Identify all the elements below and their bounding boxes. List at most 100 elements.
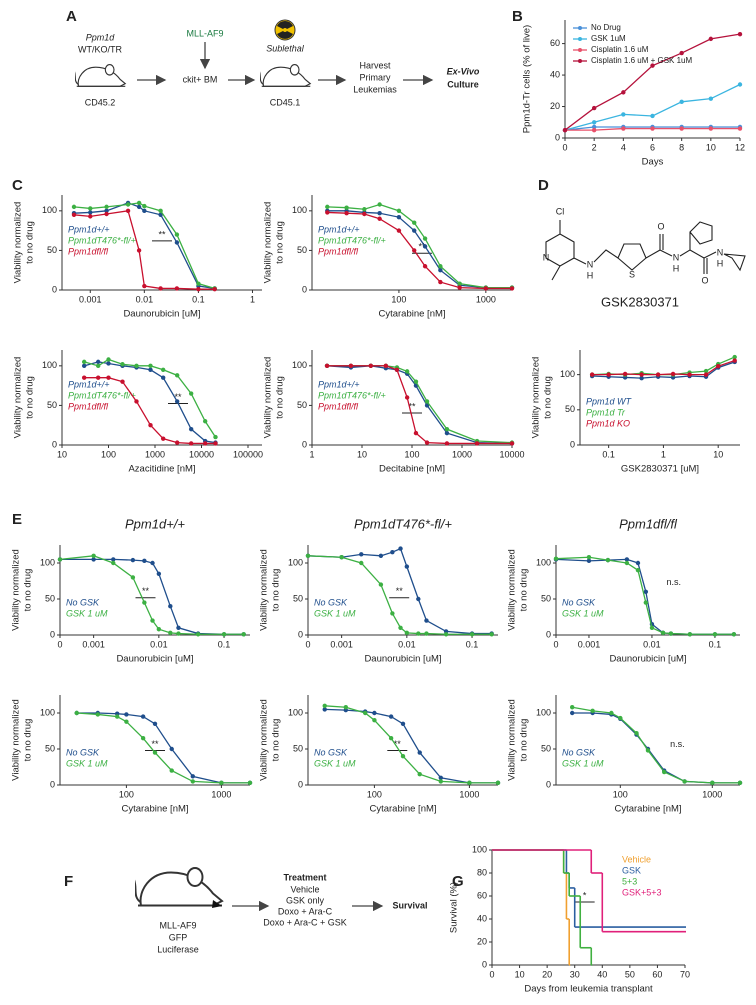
data-point xyxy=(400,721,406,726)
label: Primary xyxy=(360,72,391,82)
data-point xyxy=(422,264,428,269)
y-axis-label: Viability normalized xyxy=(11,549,22,631)
legend-label: Ppm1d WT xyxy=(586,396,633,406)
data-point xyxy=(188,426,194,432)
data-point xyxy=(140,714,146,719)
data-point xyxy=(687,372,692,377)
legend-label: Ppm1d+/+ xyxy=(318,379,360,389)
chart: 0 50 100 1 10 100 1000 10000 Decitabine [nM] Viab… xyxy=(263,350,525,475)
series-line xyxy=(324,705,498,784)
legend-label: GSK xyxy=(622,865,641,875)
y-axis-label: to no drug xyxy=(519,719,530,762)
legend-label: No Drug xyxy=(591,23,621,32)
data-point xyxy=(438,268,443,273)
x-tick-label: 1000 xyxy=(211,789,231,799)
data-point xyxy=(362,207,367,212)
series-line xyxy=(564,83,741,131)
data-point xyxy=(469,632,475,637)
data-point xyxy=(156,627,162,632)
axis xyxy=(307,545,498,636)
chart: 0 20 40 60 80 100 0 10 20 30 40 50 60 70 Days from leu… xyxy=(449,844,690,994)
data-point xyxy=(624,557,630,562)
y-axis-label: Viability normalized xyxy=(13,357,24,439)
chart: 0 50 100 0.1 1 10 GSK2830371 [uM] Viability nor… xyxy=(531,350,740,475)
legend-swatch xyxy=(578,37,582,41)
data-point xyxy=(158,212,163,217)
y-tick-label: 50 xyxy=(47,245,57,255)
data-point xyxy=(413,430,419,436)
data-point xyxy=(202,441,208,446)
data-point xyxy=(160,367,166,372)
y-tick-label: 80 xyxy=(477,867,487,877)
data-point xyxy=(457,285,462,290)
label: Doxo + Ara-C xyxy=(278,906,333,916)
x-tick-label: 60 xyxy=(652,969,662,979)
x-axis-label: Days from leukemia transplant xyxy=(524,984,653,995)
legend-label: 5+3 xyxy=(622,876,637,886)
x-tick-label: 8 xyxy=(679,142,684,152)
legend-label: Ppm1d+/+ xyxy=(68,224,110,234)
x-axis-label: Cytarabine [nM] xyxy=(614,804,681,815)
chart: 0 50 100 100 1000 Cytarabine [nM] Viability no… xyxy=(11,695,253,815)
data-point xyxy=(422,236,428,241)
atom: O xyxy=(701,275,708,285)
data-point xyxy=(221,632,227,637)
data-point xyxy=(650,126,655,131)
y-tick-label: 20 xyxy=(477,936,487,946)
x-tick-label: 1000 xyxy=(476,294,496,304)
data-point xyxy=(106,361,111,366)
data-point xyxy=(219,780,224,786)
y-tick-label: 50 xyxy=(297,245,307,255)
data-point xyxy=(372,718,377,723)
data-point xyxy=(635,568,641,573)
y-axis-label: Survival (%) xyxy=(449,882,460,933)
data-point xyxy=(104,204,109,210)
x-tick-label: 70 xyxy=(680,969,690,979)
data-point xyxy=(169,768,174,773)
data-point xyxy=(81,359,87,365)
data-point xyxy=(606,372,611,377)
atom: N xyxy=(543,252,550,262)
data-point xyxy=(142,203,147,209)
data-point xyxy=(444,441,450,446)
data-point xyxy=(424,403,430,408)
y-tick-label: 100 xyxy=(536,557,551,567)
x-tick-label: 100 xyxy=(404,449,419,459)
data-point xyxy=(324,363,330,369)
data-point xyxy=(91,553,96,558)
y-tick-label: 0 xyxy=(298,629,303,639)
x-tick-label: 12 xyxy=(735,142,745,152)
data-point xyxy=(124,712,129,717)
data-point xyxy=(202,419,208,424)
data-point xyxy=(158,286,163,291)
legend-label: Ppm1d Tr xyxy=(586,407,626,417)
data-point xyxy=(174,232,180,237)
data-point xyxy=(176,631,181,636)
data-point xyxy=(104,211,109,217)
data-point xyxy=(195,632,201,637)
x-tick-label: 10 xyxy=(57,449,67,459)
y-axis-label: to no drug xyxy=(25,376,36,419)
data-point xyxy=(731,632,737,637)
data-point xyxy=(71,204,77,210)
data-point xyxy=(390,550,395,555)
series-line xyxy=(73,210,215,290)
data-point xyxy=(655,372,661,377)
series-line xyxy=(324,708,498,784)
data-point xyxy=(325,204,330,210)
data-point xyxy=(104,208,109,214)
y-tick-label: 50 xyxy=(293,743,303,753)
x-tick-label: 0.01 xyxy=(136,294,154,304)
y-axis-label: to no drug xyxy=(519,569,530,612)
chart-title: Ppm1dT476*-fl/+ xyxy=(354,516,452,531)
data-point xyxy=(106,375,111,380)
data-point xyxy=(174,440,180,445)
data-point xyxy=(148,363,153,369)
data-point xyxy=(618,715,623,721)
series-line xyxy=(592,361,735,379)
data-point xyxy=(152,750,158,755)
label: Vehicle xyxy=(290,884,319,894)
significance: ** xyxy=(151,739,159,749)
significance: ** xyxy=(174,392,182,402)
series-line xyxy=(59,555,244,635)
